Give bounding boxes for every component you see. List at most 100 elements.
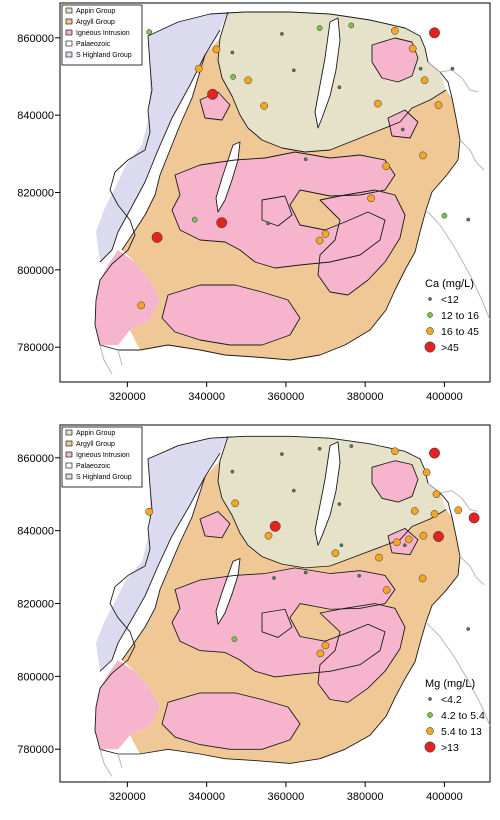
sample-point: [331, 549, 340, 558]
sample-point: [230, 469, 235, 474]
sample-point: [400, 127, 405, 132]
sample-point: [393, 538, 401, 547]
legend-swatch: [65, 451, 73, 458]
sample-point: [207, 88, 219, 100]
legend-swatch: [65, 51, 73, 58]
calcium-map-panel: Appin Group Argyll Group Igneous Intrusion…: [17, 2, 491, 403]
concentration-legend: Mg (mg/L) <4.2 4.2 to 5.4 5.4 to 13 >13: [424, 678, 485, 754]
sample-point: [432, 490, 441, 499]
x-tick-label: 380000: [347, 791, 384, 803]
sample-point: [339, 543, 344, 548]
sample-point: [317, 446, 322, 451]
legend-swatch: [65, 29, 73, 36]
sample-point: [441, 212, 448, 219]
sample-point: [422, 468, 431, 477]
sample-point: [146, 29, 153, 35]
concentration-legend-title: Mg (mg/L): [425, 678, 475, 690]
sample-point: [404, 535, 413, 544]
sample-point: [272, 576, 276, 580]
y-tick-label: 840000: [17, 526, 54, 538]
sample-point: [382, 586, 391, 594]
sample-point: [230, 74, 237, 80]
concentration-class-label: <12: [441, 294, 459, 306]
geology-legend-label: Argyll Group: [76, 441, 115, 448]
sample-point: [321, 230, 330, 238]
sample-point: [410, 507, 419, 515]
legend-swatch: [65, 429, 73, 436]
sample-point: [419, 531, 428, 540]
y-tick-label: 820000: [17, 188, 54, 200]
sample-point: [291, 68, 296, 73]
sample-point: [402, 543, 407, 548]
sample-point: [382, 162, 391, 171]
legend-marker: [426, 327, 434, 335]
sample-point: [212, 45, 221, 54]
sample-point: [315, 236, 324, 245]
sample-point: [137, 301, 146, 310]
sample-point: [434, 101, 443, 109]
sample-point: [280, 32, 284, 36]
sample-point: [468, 512, 480, 524]
geology-legend-label: Igneous Intrusion: [76, 452, 130, 459]
legend-marker: [424, 741, 436, 753]
sample-point: [145, 507, 154, 516]
sample-point: [391, 26, 399, 35]
sample-point: [450, 66, 455, 71]
sample-point: [321, 641, 330, 650]
sample-point: [231, 636, 238, 643]
sample-point: [367, 194, 375, 203]
concentration-legend: Ca (mg/L) <12 12 to 16 16 to 45 >45: [424, 278, 479, 354]
concentration-class-label: 5.4 to 13: [441, 726, 482, 738]
legend-swatch: [65, 7, 73, 14]
sample-point: [244, 76, 253, 85]
sample-point: [266, 221, 270, 226]
sample-point: [418, 574, 427, 583]
sample-point: [303, 157, 308, 162]
sample-point: [194, 64, 203, 73]
x-tick-label: 320000: [109, 791, 146, 803]
legend-swatch: [65, 18, 73, 25]
legend-box: [61, 4, 143, 66]
sample-point: [466, 627, 471, 631]
concentration-class-label: 4.2 to 5.4: [441, 710, 485, 722]
sample-point: [230, 50, 235, 55]
geology-legend: Appin Group Argyll Group Igneous Intrusion…: [61, 426, 143, 488]
sample-point: [408, 44, 417, 53]
sample-point: [269, 520, 281, 532]
concentration-legend-title: Ca (mg/L): [425, 278, 474, 290]
concentration-class-label: <4.2: [441, 694, 462, 706]
x-tick-label: 340000: [188, 791, 225, 803]
axes: 320000 340000 360000 380000 400000 780000 8000…: [17, 453, 463, 803]
sample-point: [375, 553, 383, 562]
legend-marker: [426, 727, 434, 735]
x-tick-label: 400000: [426, 791, 463, 803]
sample-point: [349, 444, 354, 448]
concentration-class-label: 16 to 45: [441, 326, 479, 338]
sample-point: [260, 102, 268, 110]
sample-point: [348, 22, 355, 29]
sample-point: [391, 447, 399, 456]
sample-point: [264, 531, 273, 540]
legend-swatch: [65, 40, 73, 47]
legend-swatch: [65, 462, 73, 469]
sample-point: [191, 216, 198, 223]
legend-box: [61, 426, 143, 488]
sample-point: [454, 506, 463, 515]
sample-point: [291, 488, 296, 493]
geology-legend-label: Argyll Group: [76, 19, 115, 26]
legend-swatch: [65, 440, 73, 447]
sample-point: [429, 447, 440, 459]
sample-point: [231, 499, 240, 508]
sample-point: [418, 66, 423, 71]
sample-point: [280, 452, 284, 456]
x-tick-label: 360000: [268, 391, 305, 403]
sample-point: [466, 217, 471, 222]
y-tick-label: 800000: [17, 265, 54, 277]
sample-point: [420, 76, 429, 85]
axes: 320000 340000 360000 380000 400000 780000 8000…: [17, 33, 463, 403]
sample-point: [151, 231, 163, 243]
sample-point: [357, 573, 362, 578]
geology-legend-label: Appin Group: [76, 8, 115, 15]
